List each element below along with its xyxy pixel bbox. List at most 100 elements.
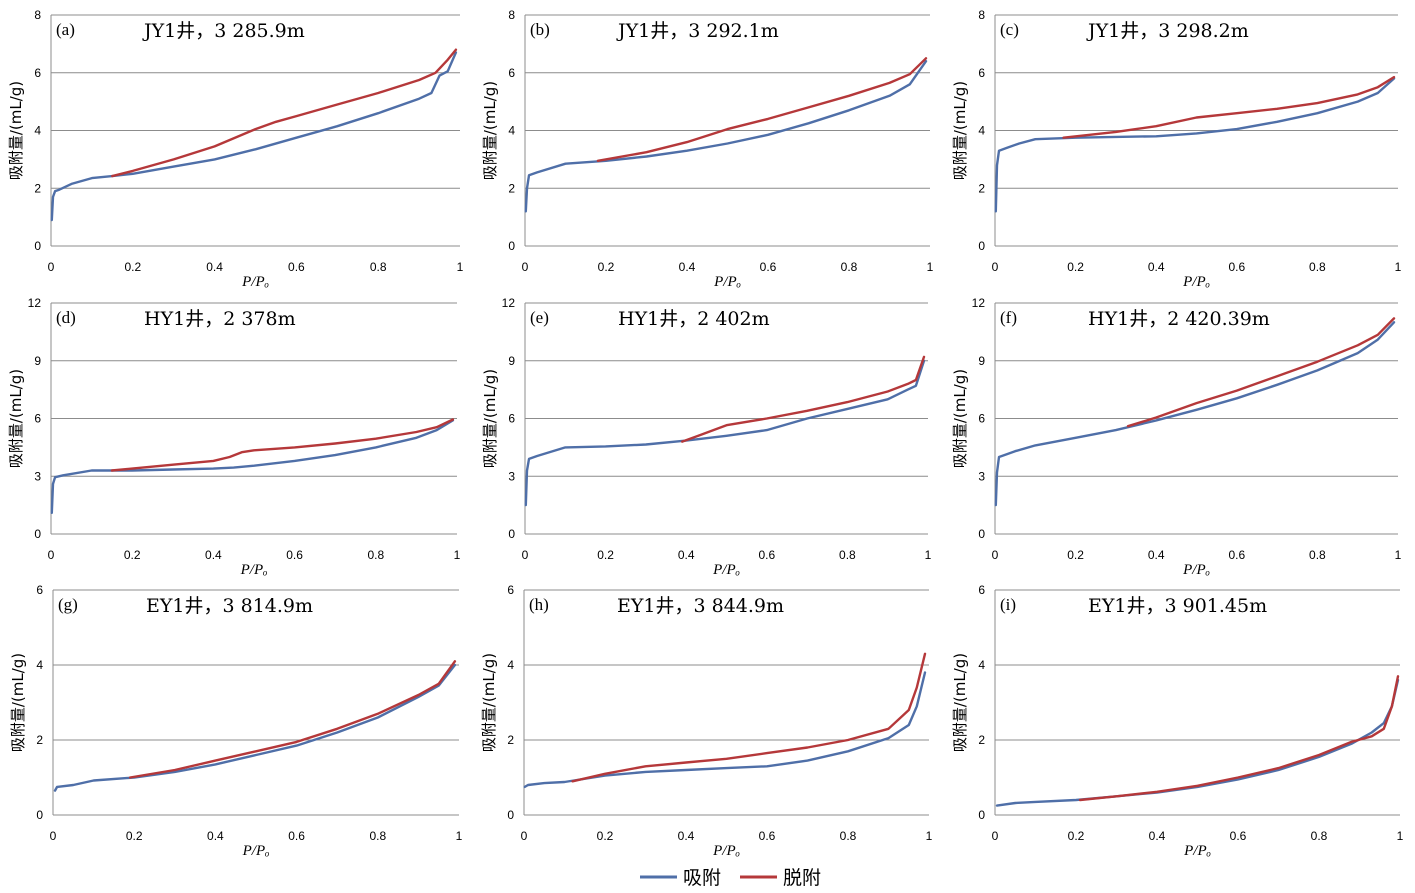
- x-tick-label: 0.4: [207, 829, 224, 843]
- series-line-desorption: [681, 355, 926, 443]
- y-tick-label: 4: [34, 124, 41, 138]
- x-axis-label: P/Pₒ: [241, 274, 269, 290]
- chart-panel-e: 0 3 6 9 12 0 0.2 0.4 0.6 0.8 1 P/Pₒ 吸附量/(mL/g) (e) HY1…: [481, 296, 932, 578]
- series-line-desorption: [1126, 317, 1396, 428]
- x-tick-label: 0.6: [288, 829, 305, 843]
- x-tick-label: 0.8: [839, 548, 856, 562]
- x-tick-label: 0.2: [124, 548, 141, 562]
- y-axis-label: 吸附量/(mL/g): [7, 369, 25, 468]
- panel-title: EY1井，3 844.9m: [617, 595, 784, 617]
- panel-label: (d): [56, 308, 76, 327]
- y-tick-label: 4: [507, 658, 514, 672]
- series-line-desorption: [596, 57, 928, 163]
- series-line-desorption: [571, 652, 927, 783]
- y-axis-label: 吸附量/(mL/g): [7, 81, 25, 180]
- y-tick-label: 2: [507, 733, 514, 747]
- y-tick-label: 12: [972, 296, 986, 310]
- panel-title: EY1井，3 814.9m: [146, 595, 313, 617]
- x-tick-label: 0: [48, 260, 55, 274]
- x-tick-label: 1: [456, 829, 463, 843]
- x-tick-label: 0.6: [1228, 260, 1245, 274]
- y-tick-label: 6: [34, 66, 41, 80]
- chart-panel-b: 0 2 4 6 8 0 0.2 0.4 0.6 0.8 1 P/Pₒ 吸附量/(mL/g) (b) JY1井…: [481, 8, 934, 290]
- panel-title: HY1井，2 378m: [144, 308, 296, 330]
- x-tick-label: 0: [992, 548, 999, 562]
- chart-panel-g: 0 2 4 6 0 0.2 0.4 0.6 0.8 1 P/Pₒ 吸附量/(mL/g) (g) EY1井，…: [9, 583, 463, 859]
- panel-label: (g): [58, 595, 78, 614]
- x-tick-label: 0.8: [841, 260, 858, 274]
- y-tick-label: 0: [978, 808, 985, 822]
- panel-label: (i): [1000, 595, 1016, 614]
- y-tick-label: 0: [36, 808, 43, 822]
- x-tick-label: 1: [457, 260, 464, 274]
- panel-label: (f): [1000, 308, 1017, 327]
- y-axis-label: 吸附量/(mL/g): [481, 81, 499, 180]
- x-tick-label: 0.4: [679, 260, 696, 274]
- x-tick-label: 0.8: [840, 829, 857, 843]
- x-tick-label: 0.8: [1311, 829, 1328, 843]
- y-tick-label: 0: [978, 527, 985, 541]
- y-tick-label: 6: [508, 412, 515, 426]
- y-tick-label: 9: [978, 354, 985, 368]
- x-tick-label: 0.6: [758, 548, 775, 562]
- chart-panel-c: 0 2 4 6 8 0 0.2 0.4 0.6 0.8 1 P/Pₒ 吸附量/(mL/g) (c) JY1井…: [951, 8, 1402, 290]
- y-tick-label: 0: [508, 527, 515, 541]
- chart-panel-h: 0 2 4 6 0 0.2 0.4 0.6 0.8 1 P/Pₒ 吸附量/(mL/g) (h) EY1井，…: [480, 583, 933, 859]
- x-tick-label: 0.6: [1230, 829, 1247, 843]
- chart-panel-d: 0 3 6 9 12 0 0.2 0.4 0.6 0.8 1 P/Pₒ 吸附量/(mL/g) (d) HY1…: [7, 296, 461, 578]
- x-tick-label: 0.2: [597, 829, 614, 843]
- chart-panel-a: 0 2 4 6 8 0 0.2 0.4 0.6 0.8 1 P/Pₒ 吸附量/(mL/g) (a) JY1井…: [7, 8, 464, 290]
- x-tick-label: 0.8: [369, 829, 386, 843]
- series-line-desorption: [110, 418, 455, 472]
- panel-label: (a): [56, 20, 75, 39]
- x-axis-label: P/Pₒ: [1183, 843, 1211, 859]
- x-axis-label: P/Pₒ: [240, 562, 268, 578]
- y-axis-label: 吸附量/(mL/g): [481, 369, 499, 468]
- series-line-adsorption: [50, 51, 458, 222]
- x-tick-label: 1: [1395, 260, 1402, 274]
- legend-label-desorption: 脱附: [783, 867, 821, 889]
- series-line-desorption: [111, 48, 458, 178]
- y-tick-label: 6: [507, 583, 514, 597]
- x-tick-label: 1: [925, 548, 932, 562]
- x-tick-label: 1: [454, 548, 461, 562]
- y-tick-label: 3: [34, 469, 41, 483]
- y-tick-label: 0: [978, 239, 985, 253]
- panel-title: HY1井，2 420.39m: [1088, 308, 1270, 330]
- x-tick-label: 0.6: [1228, 548, 1245, 562]
- y-tick-label: 2: [508, 181, 515, 195]
- x-tick-label: 1: [926, 829, 933, 843]
- x-tick-label: 0.6: [286, 548, 303, 562]
- panel-label: (h): [529, 595, 549, 614]
- y-axis-label: 吸附量/(mL/g): [951, 81, 969, 180]
- x-tick-label: 0.4: [1149, 829, 1166, 843]
- y-tick-label: 8: [34, 8, 41, 22]
- y-tick-label: 2: [36, 733, 43, 747]
- series-line-adsorption: [994, 321, 1396, 507]
- series-line-adsorption: [53, 663, 457, 792]
- series-line-adsorption: [995, 678, 1400, 807]
- panel-title: HY1井，2 402m: [618, 308, 770, 330]
- x-tick-label: 0: [522, 548, 529, 562]
- x-tick-label: 0.2: [597, 548, 614, 562]
- x-tick-label: 0.2: [1067, 260, 1084, 274]
- chart-panel-i: 0 2 4 6 0 0.2 0.4 0.6 0.8 1 P/Pₒ 吸附量/(mL/g) (i) EY1井，…: [951, 583, 1404, 859]
- x-tick-label: 0: [522, 260, 529, 274]
- x-tick-label: 0: [992, 260, 999, 274]
- x-axis-label: P/Pₒ: [712, 562, 740, 578]
- y-tick-label: 6: [978, 412, 985, 426]
- panel-title: JY1井，3 292.1m: [616, 20, 779, 42]
- panel-title: JY1井，3 285.9m: [142, 20, 305, 42]
- series-line-desorption: [128, 660, 457, 779]
- y-tick-label: 0: [34, 239, 41, 253]
- y-tick-label: 6: [36, 583, 43, 597]
- x-tick-label: 0: [521, 829, 528, 843]
- x-tick-label: 0.2: [126, 829, 143, 843]
- x-tick-label: 1: [1397, 829, 1404, 843]
- series-line-adsorption: [50, 419, 455, 514]
- y-tick-label: 6: [978, 583, 985, 597]
- legend-label-adsorption: 吸附: [683, 867, 721, 889]
- panel-label: (c): [1000, 20, 1019, 39]
- y-tick-label: 6: [978, 66, 985, 80]
- y-axis-label: 吸附量/(mL/g): [480, 653, 498, 752]
